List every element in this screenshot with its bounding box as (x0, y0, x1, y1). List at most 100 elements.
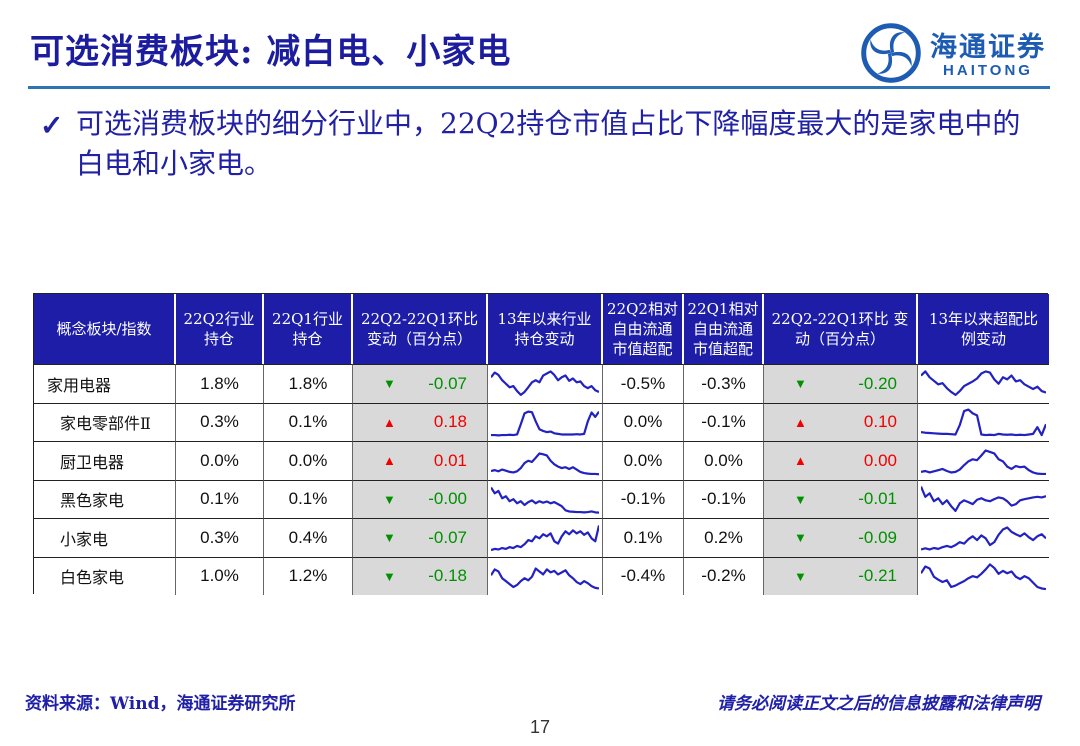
value-cell: 0.3% (176, 518, 264, 557)
sparkline-chart (491, 521, 599, 555)
row-label-cell: 家用电器 (34, 364, 176, 403)
value-cell: 0.0% (176, 441, 264, 480)
value-cell: -0.3% (684, 364, 764, 403)
change-cell: ▼ -0.07 (353, 364, 488, 403)
value-cell: 0.3% (176, 402, 264, 441)
source-note: 资料来源：Wind，海通证券研究所 (25, 694, 296, 714)
change-value: -0.18 (428, 566, 467, 586)
trend-arrow-icon: ▲ (794, 414, 807, 430)
value-cell: 0.1% (264, 479, 353, 518)
header-cell: 22Q1行业 持仓 (264, 294, 353, 364)
haitong-logo: 海通证券 HAITONG (860, 22, 1046, 89)
sparkline-chart (491, 406, 599, 440)
haitong-logo-icon (860, 22, 922, 89)
disclaimer: 请务必阅读正文之后的信息披露和法律声明 (717, 694, 1040, 714)
sparkline-overweight-cell (918, 556, 1049, 595)
sparkline-chart (921, 444, 1046, 478)
page-number: 17 (529, 717, 551, 737)
sparkline-overweight-cell (918, 364, 1049, 403)
header-cell: 22Q1相对 自由流通 市值超配 (684, 294, 764, 364)
value-cell: 0.0% (684, 441, 764, 480)
sparkline-overweight-cell (918, 479, 1049, 518)
sparkline-holding-cell (488, 479, 603, 518)
sparkline-chart (921, 521, 1046, 555)
change-value: 0.01 (433, 450, 467, 470)
value-cell: 0.0% (603, 441, 684, 480)
sparkline-holding-cell (488, 518, 603, 557)
change-cell: ▼ -0.18 (353, 556, 488, 595)
trend-arrow-icon: ▲ (383, 453, 396, 469)
change-value: 0.00 (863, 450, 897, 470)
value-cell: 0.1% (176, 479, 264, 518)
value-cell: 0.0% (603, 402, 684, 441)
trend-arrow-icon: ▼ (383, 491, 396, 507)
header-cell: 22Q2相对 自由流通 市值超配 (603, 294, 684, 364)
trend-arrow-icon: ▼ (383, 568, 396, 584)
sparkline-holding-cell (488, 364, 603, 403)
sparkline-chart (921, 367, 1046, 401)
change-value: 0.10 (863, 412, 897, 432)
change-value: -0.07 (428, 373, 467, 393)
header-cell: 13年以来行业 持仓变动 (488, 294, 603, 364)
change-value: -0.01 (858, 489, 897, 509)
row-label-cell: 厨卫电器 (34, 441, 176, 480)
sparkline-chart (491, 483, 599, 517)
trend-arrow-icon: ▼ (794, 568, 807, 584)
trend-arrow-icon: ▼ (383, 530, 396, 546)
change-cell: ▼ -0.21 (764, 556, 918, 595)
change-cell: ▼ -0.01 (764, 479, 918, 518)
trend-arrow-icon: ▼ (794, 376, 807, 392)
bullet-point: ✓ 可选消费板块的细分行业中，22Q2持仓市值占比下降幅度最大的是家电中的白电和… (40, 104, 1040, 184)
trend-arrow-icon: ▼ (383, 376, 396, 392)
change-cell: ▲ 0.18 (353, 402, 488, 441)
value-cell: -0.1% (684, 479, 764, 518)
value-cell: -0.1% (684, 402, 764, 441)
trend-arrow-icon: ▼ (794, 530, 807, 546)
checkmark-icon: ✓ (40, 109, 64, 142)
title-divider (28, 86, 1050, 89)
value-cell: -0.5% (603, 364, 684, 403)
change-value: -0.21 (858, 566, 897, 586)
change-value: -0.20 (858, 373, 897, 393)
sparkline-chart (491, 444, 599, 478)
logo-text-en: HAITONG (943, 61, 1033, 79)
header-cell: 22Q2行业 持仓 (176, 294, 264, 364)
bullet-text: 可选消费板块的细分行业中，22Q2持仓市值占比下降幅度最大的是家电中的白电和小家… (76, 107, 1021, 180)
header-cell: 13年以来超配比 例变动 (918, 294, 1049, 364)
change-value: 0.18 (433, 412, 467, 432)
row-label-cell: 白色家电 (34, 556, 176, 595)
value-cell: 0.1% (603, 518, 684, 557)
value-cell: -0.4% (603, 556, 684, 595)
change-cell: ▼ -0.20 (764, 364, 918, 403)
change-cell: ▲ 0.00 (764, 441, 918, 480)
sparkline-holding-cell (488, 402, 603, 441)
sparkline-overweight-cell (918, 402, 1049, 441)
value-cell: 1.2% (264, 556, 353, 595)
change-cell: ▼ -0.09 (764, 518, 918, 557)
value-cell: -0.1% (603, 479, 684, 518)
change-cell: ▲ 0.10 (764, 402, 918, 441)
sparkline-overweight-cell (918, 441, 1049, 480)
change-value: -0.07 (428, 527, 467, 547)
sparkline-holding-cell (488, 441, 603, 480)
change-value: -0.00 (428, 489, 467, 509)
holdings-table: 概念板块/指数 22Q2行业 持仓 22Q1行业 持仓 22Q2-22Q1环比 … (33, 293, 1049, 595)
value-cell: 1.8% (264, 364, 353, 403)
logo-text-cn: 海通证券 (930, 31, 1046, 63)
value-cell: -0.2% (684, 556, 764, 595)
value-cell: 0.0% (264, 441, 353, 480)
value-cell: 1.8% (176, 364, 264, 403)
sparkline-chart (921, 483, 1046, 517)
sparkline-overweight-cell (918, 518, 1049, 557)
sparkline-chart (491, 367, 599, 401)
change-cell: ▼ -0.07 (353, 518, 488, 557)
value-cell: 0.2% (684, 518, 764, 557)
trend-arrow-icon: ▲ (383, 414, 396, 430)
row-label-cell: 小家电 (34, 518, 176, 557)
change-cell: ▲ 0.01 (353, 441, 488, 480)
value-cell: 1.0% (176, 556, 264, 595)
change-value: -0.09 (858, 527, 897, 547)
sparkline-chart (491, 560, 599, 594)
change-cell: ▼ -0.00 (353, 479, 488, 518)
row-label-cell: 家电零部件Ⅱ (34, 402, 176, 441)
